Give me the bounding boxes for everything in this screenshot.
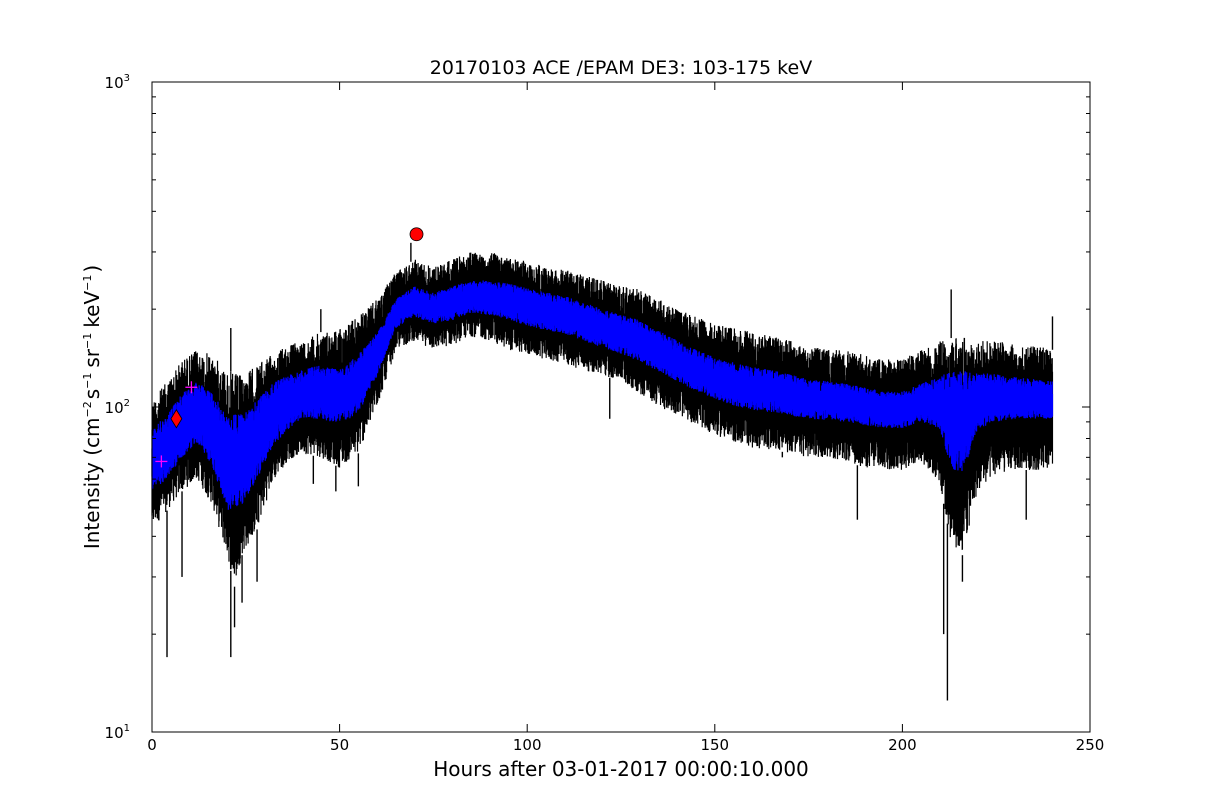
x-tick-label-1: 50 — [330, 736, 349, 754]
x-tick-label-2: 100 — [513, 736, 542, 754]
plot-area — [151, 227, 1054, 701]
x-tick-label-0: 0 — [147, 736, 157, 754]
chart-title: 20170103 ACE /EPAM DE3: 103-175 keV — [430, 57, 812, 79]
x-axis-label: Hours after 03-01-2017 00:00:10.000 — [433, 757, 809, 781]
y-tick-label-0: 101 — [105, 723, 130, 742]
y-axis-label: Intensity (cm−2s−1sr−1keV−1) — [80, 265, 104, 549]
axis-ticks: 0 50 100 150 200 250 101 102 103 — [105, 73, 1105, 754]
x-tick-label-3: 150 — [700, 736, 729, 754]
marker-plus-1 — [185, 381, 198, 394]
x-tick-label-5: 250 — [1076, 736, 1105, 754]
plot-frame — [151, 81, 1091, 733]
y-tick-label-1: 102 — [105, 398, 130, 417]
marker-plus-0 — [155, 455, 168, 468]
marker-circle-3 — [409, 227, 424, 242]
x-tick-label-4: 200 — [888, 736, 917, 754]
y-tick-label-2: 103 — [105, 73, 130, 92]
marker-diamond-2 — [170, 409, 183, 429]
spike-group — [166, 242, 1054, 701]
